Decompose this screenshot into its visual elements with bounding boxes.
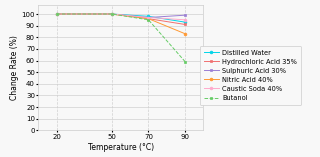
Line: Distilled Water: Distilled Water bbox=[55, 13, 187, 24]
Line: Sulphuric Acid 30%: Sulphuric Acid 30% bbox=[55, 13, 187, 19]
Butanol bbox=[147, 19, 150, 21]
Hydrochloric Acid 35% bbox=[55, 13, 59, 15]
Sulphuric Acid 30% bbox=[183, 14, 187, 16]
Caustic Soda 40% bbox=[110, 13, 114, 15]
Sulphuric Acid 30% bbox=[147, 16, 150, 18]
Caustic Soda 40% bbox=[55, 13, 59, 15]
Distilled Water bbox=[55, 13, 59, 15]
Caustic Soda 40% bbox=[147, 16, 150, 18]
X-axis label: Temperature (°C): Temperature (°C) bbox=[88, 143, 154, 152]
Distilled Water bbox=[110, 13, 114, 15]
Hydrochloric Acid 35% bbox=[183, 24, 187, 25]
Line: Hydrochloric Acid 35%: Hydrochloric Acid 35% bbox=[55, 13, 187, 26]
Caustic Soda 40% bbox=[183, 19, 187, 21]
Nitric Acid 40% bbox=[147, 18, 150, 20]
Hydrochloric Acid 35% bbox=[110, 13, 114, 15]
Butanol bbox=[55, 13, 59, 15]
Line: Nitric Acid 40%: Nitric Acid 40% bbox=[55, 13, 187, 35]
Nitric Acid 40% bbox=[55, 13, 59, 15]
Nitric Acid 40% bbox=[183, 33, 187, 35]
Y-axis label: Change Rate (%): Change Rate (%) bbox=[10, 35, 19, 100]
Legend: Distilled Water, Hydrochloric Acid 35%, Sulphuric Acid 30%, Nitric Acid 40%, Cau: Distilled Water, Hydrochloric Acid 35%, … bbox=[200, 46, 301, 105]
Sulphuric Acid 30% bbox=[110, 13, 114, 15]
Hydrochloric Acid 35% bbox=[147, 18, 150, 20]
Butanol bbox=[110, 13, 114, 15]
Distilled Water bbox=[183, 21, 187, 23]
Line: Butanol: Butanol bbox=[55, 13, 187, 63]
Distilled Water bbox=[147, 15, 150, 17]
Nitric Acid 40% bbox=[110, 13, 114, 15]
Butanol bbox=[183, 61, 187, 63]
Sulphuric Acid 30% bbox=[55, 13, 59, 15]
Line: Caustic Soda 40%: Caustic Soda 40% bbox=[55, 13, 187, 21]
